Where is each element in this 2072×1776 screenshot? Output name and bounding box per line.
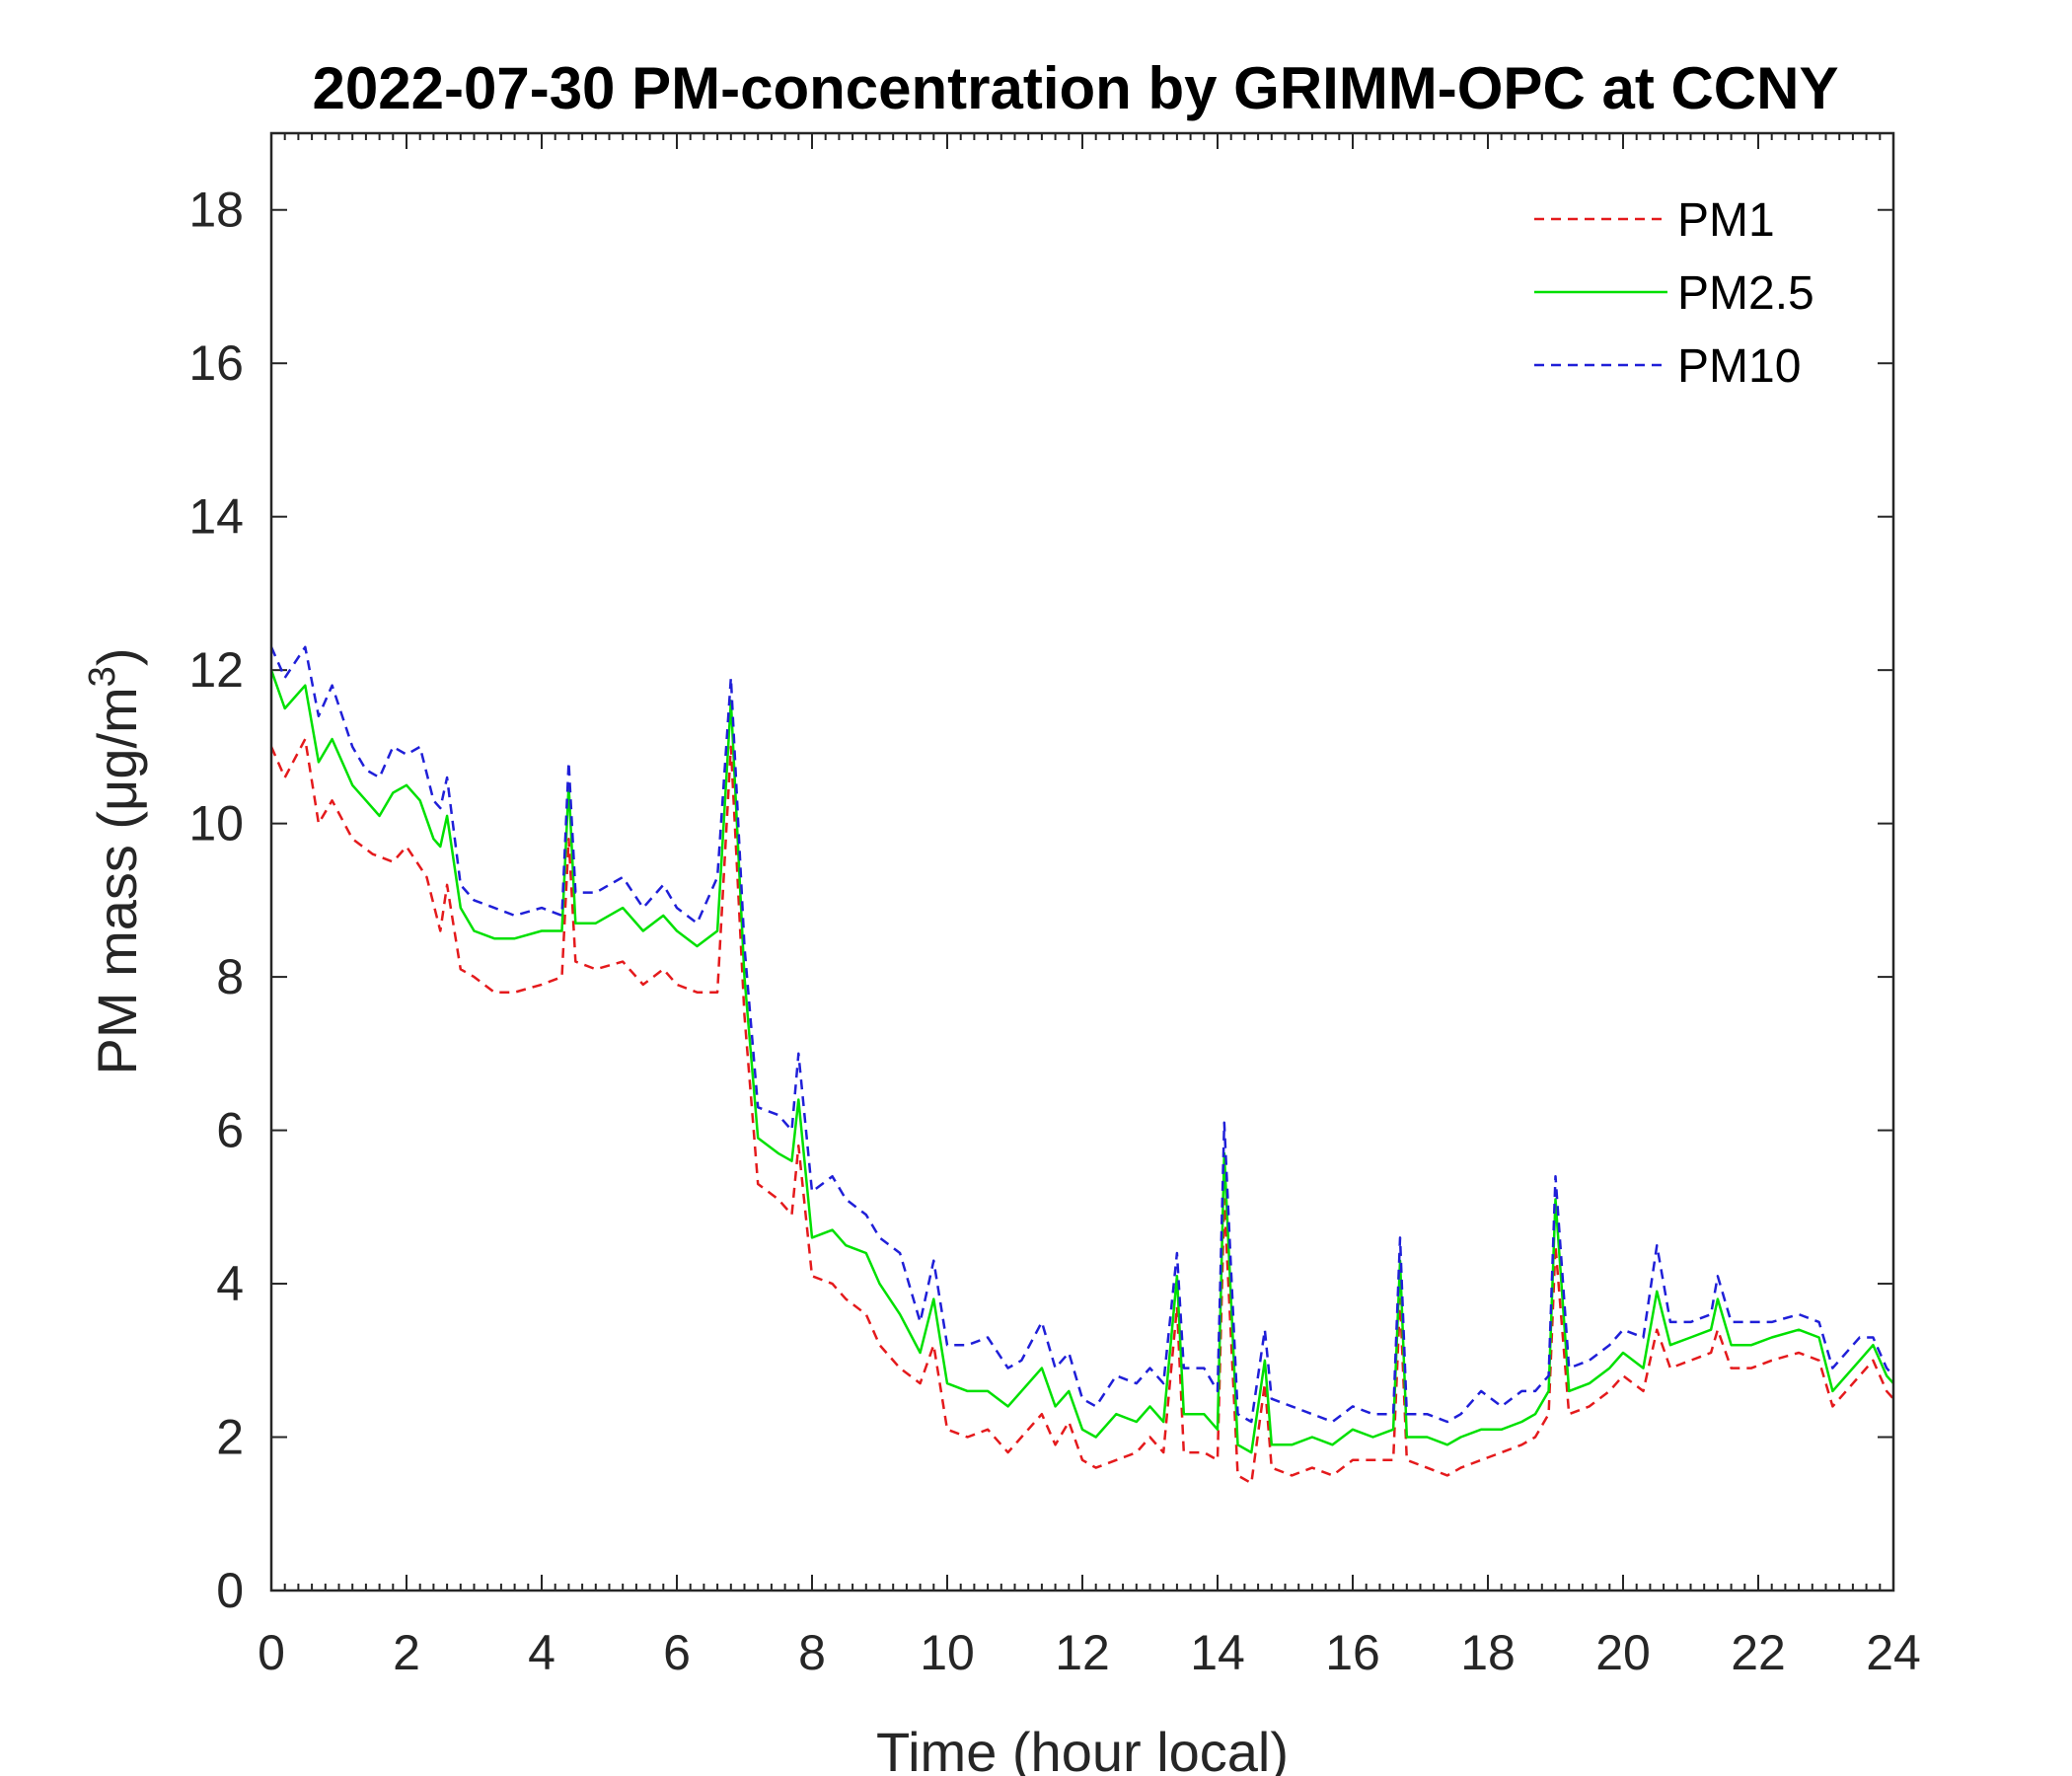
y-tick-label: 0 [216,1563,244,1618]
chart-title: 2022-07-30 PM-concentration by GRIMM-OPC… [313,55,1839,121]
x-tick-label: 14 [1190,1625,1245,1680]
y-tick-label: 10 [188,796,244,851]
legend-label: PM1 [1677,194,1775,247]
x-axis-label: Time (hour local) [876,1721,1289,1776]
y-tick-label: 14 [188,489,244,545]
x-tick-label: 4 [528,1625,555,1680]
y-tick-labels: 0 2 4 6 8 10 12 14 16 18 [188,183,244,1618]
x-tick-label: 8 [798,1625,826,1680]
y-tick-label: 18 [188,183,244,238]
x-tick-label: 22 [1731,1625,1786,1680]
x-tick-label: 16 [1325,1625,1380,1680]
x-tick-label: 6 [663,1625,691,1680]
x-tick-label: 24 [1866,1625,1921,1680]
legend-label: PM2.5 [1677,267,1814,320]
legend: PM1 PM2.5 PM10 [1534,194,1814,393]
y-axis-label-suffix: ) [86,648,148,667]
y-axis-label-unit: μg/m [86,687,148,811]
y-axis-label-superscript: 3 [82,666,123,687]
series-line-pm2-5 [269,669,1894,1454]
x-tick-label: 20 [1595,1625,1651,1680]
x-tick-label: 0 [258,1625,285,1680]
y-axis-label-prefix: PM mass ( [86,811,148,1075]
y-tick-label: 16 [188,335,244,391]
series-line-pm10 [269,645,1894,1424]
x-tick-label: 18 [1460,1625,1516,1680]
plot-area [271,133,1893,1591]
legend-label: PM10 [1677,340,1801,393]
y-tick-label: 2 [216,1410,244,1465]
y-tick-label: 8 [216,949,244,1004]
plot-frame [269,131,1895,1592]
y-axis-label: PM mass (μg/m3) [82,648,148,1075]
series-line-pm1 [269,737,1894,1485]
x-tick-label: 12 [1055,1625,1110,1680]
x-tick-label: 10 [920,1625,975,1680]
y-tick-label: 4 [216,1256,244,1311]
y-tick-label: 6 [216,1103,244,1158]
y-tick-label: 12 [188,642,244,698]
x-tick-label: 2 [393,1625,420,1680]
x-tick-labels: 0 2 4 6 8 10 12 14 16 18 20 22 24 [258,1625,1921,1680]
series-layer [269,645,1894,1485]
